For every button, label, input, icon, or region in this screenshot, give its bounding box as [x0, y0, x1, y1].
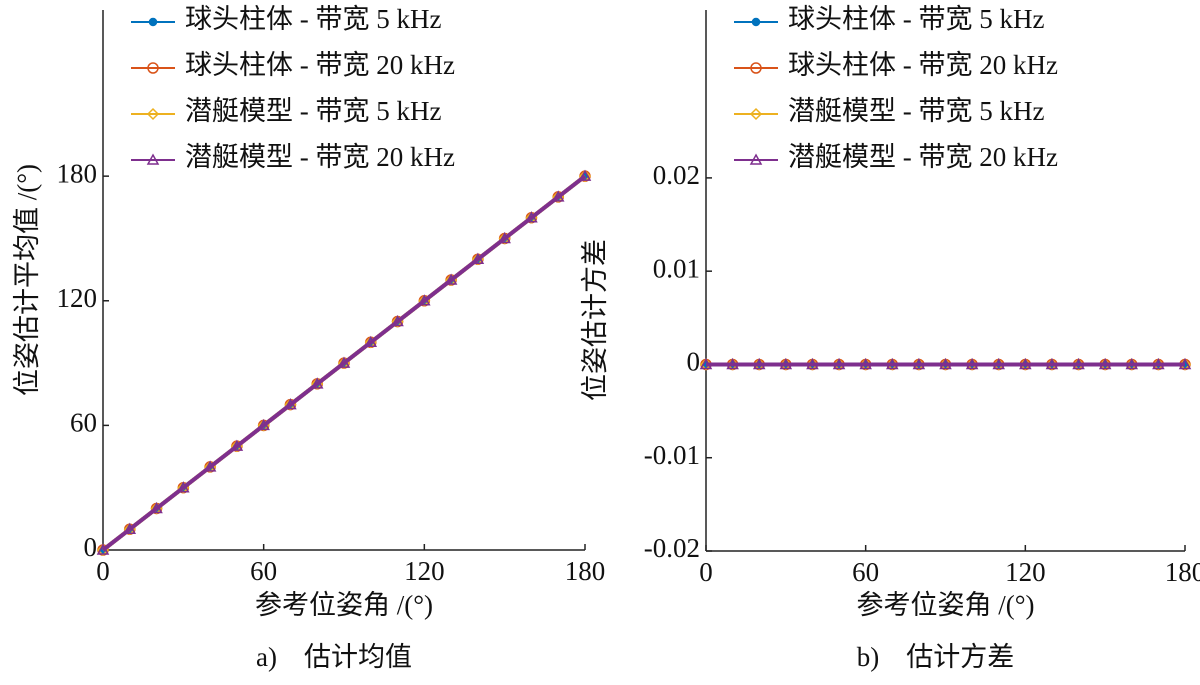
data-point	[1019, 357, 1032, 370]
data-point	[806, 357, 819, 370]
data-point	[123, 522, 137, 534]
data-point	[96, 543, 110, 555]
data-point	[444, 273, 458, 285]
x-tick-label: 180	[1165, 557, 1200, 587]
data-point	[1152, 357, 1165, 370]
y-tick-label: 0.01	[653, 253, 700, 283]
data-point	[578, 170, 592, 183]
legend-label: 潜艇模型 - 带宽 20 kHz	[185, 142, 455, 172]
legend-marker	[146, 153, 160, 165]
y-tick-label: 180	[57, 158, 98, 188]
data-point	[284, 398, 297, 410]
y-axis-label: 位姿估计平均值 /(°)	[12, 164, 42, 396]
data-point	[699, 357, 713, 370]
x-axis-label: 参考位姿角 /(°)	[856, 590, 1034, 620]
legend-marker	[751, 17, 761, 27]
series-line	[101, 174, 587, 552]
data-point	[203, 460, 217, 472]
x-tick-label: 180	[565, 556, 606, 586]
x-tick-label: 120	[404, 556, 445, 586]
y-tick-label: 120	[57, 283, 98, 313]
x-tick-label: 120	[1005, 557, 1046, 587]
data-point	[1045, 357, 1059, 370]
data-point	[578, 169, 592, 181]
x-tick-label: 60	[250, 556, 277, 586]
data-point	[391, 314, 404, 327]
data-point	[1072, 357, 1085, 370]
legend-marker	[148, 17, 158, 27]
y-tick-label: 0	[687, 347, 701, 377]
data-point	[551, 190, 565, 202]
x-tick-label: 0	[96, 556, 110, 586]
data-point	[992, 357, 1005, 370]
data-point	[939, 357, 952, 370]
data-point	[1098, 357, 1112, 370]
data-point	[150, 501, 163, 514]
data-point	[257, 418, 270, 431]
legend-label: 潜艇模型 - 带宽 5 kHz	[788, 96, 1044, 126]
data-point	[965, 357, 979, 370]
data-point	[498, 231, 511, 244]
legend-label: 球头柱体 - 带宽 5 kHz	[185, 4, 441, 34]
data-point	[310, 377, 324, 389]
y-axis-label: 位姿估计方差	[580, 239, 610, 401]
legend-marker	[146, 107, 160, 121]
data-point	[471, 252, 485, 264]
x-tick-label: 0	[699, 557, 713, 587]
data-point	[912, 357, 926, 370]
data-point	[752, 357, 766, 370]
data-point	[177, 481, 190, 493]
legend-label: 潜艇模型 - 带宽 5 kHz	[185, 96, 441, 126]
legend-marker	[749, 107, 763, 121]
y-tick-label: 0.02	[653, 160, 700, 190]
data-point	[779, 357, 793, 370]
data-point	[1125, 357, 1139, 370]
data-point	[832, 357, 846, 370]
caption: b) 估计方差	[857, 642, 1015, 672]
legend-label: 球头柱体 - 带宽 20 kHz	[788, 50, 1058, 80]
data-point	[525, 211, 538, 223]
data-point	[418, 294, 431, 306]
x-tick-label: 60	[852, 557, 879, 587]
data-point	[230, 439, 244, 451]
legend-label: 球头柱体 - 带宽 5 kHz	[788, 4, 1044, 34]
data-point	[1178, 357, 1192, 370]
data-point	[337, 356, 351, 368]
y-tick-label: -0.01	[644, 440, 700, 470]
data-point	[859, 357, 872, 370]
legend-label: 潜艇模型 - 带宽 20 kHz	[788, 142, 1058, 172]
data-point	[726, 357, 739, 370]
x-axis-label: 参考位姿角 /(°)	[255, 590, 433, 620]
data-point	[886, 357, 899, 370]
caption: a) 估计均值	[256, 642, 412, 672]
legend-marker	[750, 62, 762, 74]
legend-marker	[749, 153, 763, 165]
data-point	[364, 335, 378, 348]
legend-marker	[147, 62, 159, 74]
y-tick-label: -0.02	[644, 533, 700, 563]
y-tick-label: 0	[84, 532, 98, 562]
legend-label: 球头柱体 - 带宽 20 kHz	[185, 50, 455, 80]
y-tick-label: 60	[70, 408, 97, 438]
